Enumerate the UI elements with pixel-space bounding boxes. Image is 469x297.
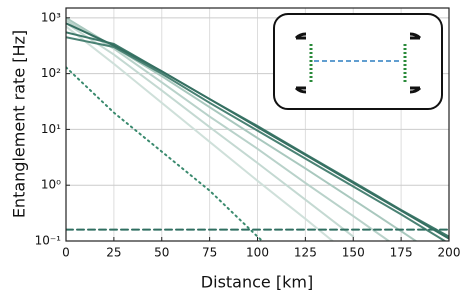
series-line <box>66 36 447 241</box>
x-tick-label: 100 <box>246 246 269 260</box>
x-tick-label: 0 <box>62 246 70 260</box>
x-axis-title: Distance [km] <box>201 273 313 292</box>
lines <box>66 16 449 241</box>
inset <box>273 13 443 110</box>
x-tick-label: 175 <box>390 246 413 260</box>
y-tick-label: 10⁰ <box>41 178 61 192</box>
x-tick-label: 25 <box>106 246 121 260</box>
series-line <box>66 19 391 241</box>
series-line <box>66 66 264 241</box>
y-axis-title: Entanglement rate [Hz] <box>10 30 29 218</box>
y-tick-label: 10⁻¹ <box>35 234 62 248</box>
y-tick-label: 10³ <box>41 10 61 24</box>
x-tick-label: 75 <box>202 246 217 260</box>
series-line <box>66 22 449 240</box>
y-tick-label: 10¹ <box>41 122 61 136</box>
x-tick-label: 125 <box>294 246 317 260</box>
x-tick-label: 200 <box>438 246 461 260</box>
x-tick-label: 150 <box>342 246 365 260</box>
x-tick-label: 50 <box>154 246 169 260</box>
series-line <box>66 22 355 238</box>
y-tick-label: 10² <box>41 66 61 80</box>
series-line <box>66 25 335 241</box>
